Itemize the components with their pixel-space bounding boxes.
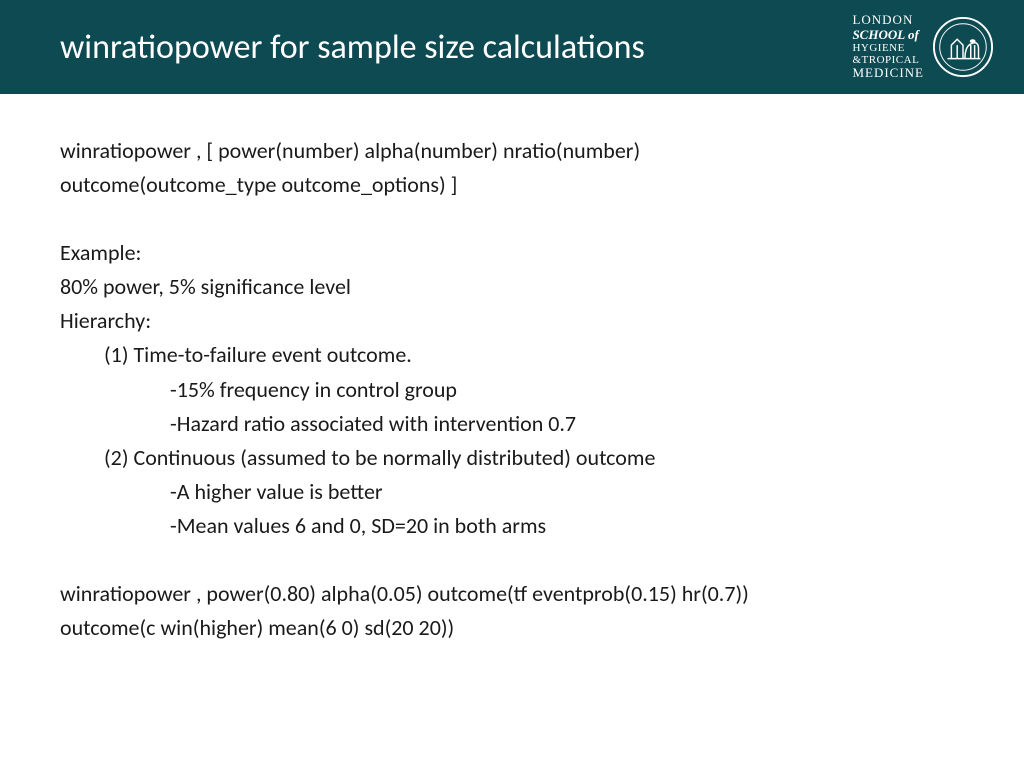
example-label: Example:: [60, 236, 964, 270]
slide-title: winratiopower for sample size calculatio…: [60, 27, 645, 68]
slide-body: winratiopower , [ power(number) alpha(nu…: [0, 100, 1024, 645]
hierarchy-label: Hierarchy:: [60, 304, 964, 338]
syntax-line: winratiopower , [ power(number) alpha(nu…: [60, 134, 964, 168]
hierarchy-detail: -Hazard ratio associated with interventi…: [60, 407, 964, 441]
hierarchy-detail: -A higher value is better: [60, 475, 964, 509]
logo-text: LONDON SCHOOL of HYGIENE &TROPICAL MEDIC…: [852, 13, 924, 80]
hierarchy-item-2: (2) Continuous (assumed to be normally d…: [60, 441, 964, 475]
hierarchy-item-1: (1) Time-to-failure event outcome.: [60, 338, 964, 372]
hierarchy-detail: -Mean values 6 and 0, SD=20 in both arms: [60, 509, 964, 543]
syntax-line: outcome(outcome_type outcome_options) ]: [60, 168, 964, 202]
logo-seal-icon: [932, 16, 994, 78]
lshtm-logo: LONDON SCHOOL of HYGIENE &TROPICAL MEDIC…: [852, 13, 994, 80]
slide-header: winratiopower for sample size calculatio…: [0, 0, 1024, 100]
command-line: winratiopower , power(0.80) alpha(0.05) …: [60, 577, 964, 611]
hierarchy-detail: -15% frequency in control group: [60, 373, 964, 407]
command-line: outcome(c win(higher) mean(6 0) sd(20 20…: [60, 611, 964, 645]
example-power: 80% power, 5% significance level: [60, 270, 964, 304]
